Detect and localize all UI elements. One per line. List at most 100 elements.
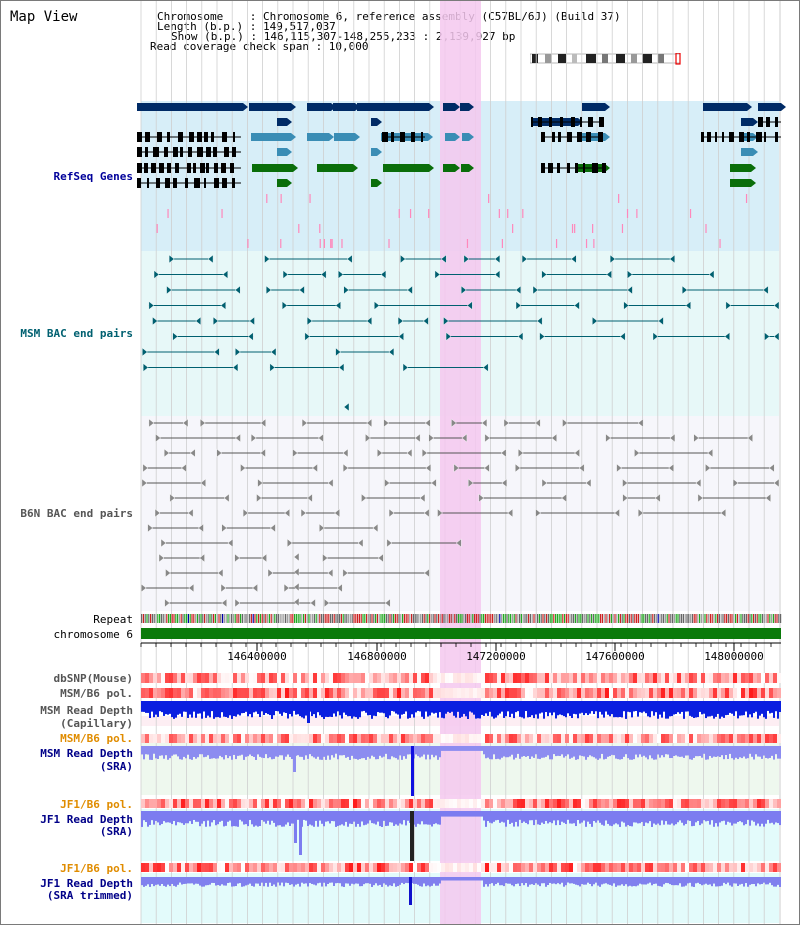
- depth-bar: [237, 746, 239, 756]
- heat-cell: [153, 799, 157, 808]
- repeat-element: [565, 614, 567, 623]
- heat-cell: [761, 673, 765, 683]
- bac-end-marker: [518, 448, 524, 458]
- depth-bar: [169, 746, 171, 759]
- heat-cell: [689, 734, 693, 743]
- depth-bar: [449, 701, 451, 713]
- depth-bar: [523, 877, 525, 886]
- gene-exon: [232, 147, 236, 157]
- gene-exon: [213, 147, 217, 157]
- depth-spike: [294, 811, 297, 843]
- depth-bar: [429, 877, 431, 887]
- repeat-track: [141, 614, 782, 623]
- heat-cell: [765, 799, 769, 808]
- depth-bar: [477, 877, 479, 881]
- depth-bar: [315, 877, 317, 886]
- depth-bar: [589, 701, 591, 714]
- depth-bar: [689, 746, 691, 760]
- heat-cell: [149, 799, 153, 808]
- depth-bar: [281, 811, 283, 827]
- label-msm-bac[interactable]: MSM BAC end pairs: [20, 327, 133, 340]
- depth-bar: [269, 701, 271, 716]
- repeat-element: [274, 614, 276, 623]
- bac-end-marker: [301, 418, 308, 428]
- heat-cell: [649, 799, 653, 808]
- heat-cell: [317, 673, 321, 683]
- repeat-element: [290, 614, 292, 623]
- depth-bar: [359, 811, 361, 827]
- heat-cell: [649, 863, 653, 872]
- label-refseq-genes[interactable]: RefSeq Genes: [53, 170, 133, 183]
- heat-cell: [493, 688, 497, 698]
- heat-cell: [553, 734, 557, 743]
- depth-bar: [167, 877, 169, 885]
- chromosome-ideogram[interactable]: [530, 53, 682, 65]
- depth-bar: [549, 877, 551, 883]
- depth-bar: [223, 811, 225, 827]
- depth-bar: [433, 811, 435, 825]
- heat-cell: [237, 799, 241, 808]
- heat-cell: [277, 799, 281, 808]
- depth-bar: [699, 746, 701, 756]
- repeat-element: [576, 614, 578, 623]
- bac-end-marker: [164, 598, 171, 608]
- repeat-element: [355, 614, 357, 623]
- gene-fragment: [745, 194, 748, 203]
- bac-end-marker: [270, 523, 276, 533]
- repeat-element: [380, 614, 382, 623]
- depth-bar: [739, 746, 741, 758]
- heat-cell: [637, 863, 641, 872]
- depth-bar: [639, 746, 641, 755]
- depth-bar: [343, 746, 345, 756]
- depth-bar: [497, 877, 499, 883]
- repeat-element: [681, 614, 683, 623]
- gene-fragment: [621, 224, 624, 233]
- heat-cell: [265, 673, 269, 683]
- depth-bar: [231, 877, 233, 887]
- heat-cell: [749, 799, 753, 808]
- bac-end-marker: [166, 285, 172, 295]
- repeat-element: [402, 614, 404, 623]
- bac-end-marker: [234, 285, 241, 295]
- heat-cell: [525, 734, 529, 743]
- depth-bar: [249, 877, 251, 884]
- repeat-element: [281, 614, 283, 623]
- depth-bar: [627, 701, 629, 712]
- heat-cell: [329, 799, 333, 808]
- heat-cell: [661, 734, 665, 743]
- depth-bar: [427, 877, 429, 886]
- depth-bar: [157, 811, 159, 823]
- depth-bar: [459, 811, 461, 817]
- repeat-element: [553, 614, 555, 623]
- repeat-element: [654, 614, 656, 623]
- depth-bar: [759, 811, 761, 827]
- bac-end-marker: [213, 347, 220, 357]
- depth-bar: [439, 877, 441, 884]
- heat-cell: [413, 863, 417, 872]
- depth-bar: [655, 811, 657, 825]
- heat-cell: [313, 863, 317, 872]
- heat-cell: [369, 734, 373, 743]
- gene-fragment: [636, 209, 638, 218]
- bac-end-marker: [773, 301, 780, 310]
- bac-end-marker: [437, 508, 443, 518]
- repeat-element: [141, 614, 143, 623]
- repeat-element: [742, 614, 744, 623]
- depth-bar: [351, 746, 353, 756]
- repeat-element: [574, 614, 576, 623]
- bac-end-marker: [478, 493, 485, 503]
- depth-bar: [315, 701, 317, 718]
- depth-bar: [739, 877, 741, 885]
- heat-cell: [429, 688, 433, 698]
- depth-bar: [221, 701, 223, 713]
- repeat-element: [616, 614, 618, 623]
- repeat-element: [295, 614, 297, 623]
- bac-end-marker: [428, 433, 435, 443]
- heat-cell: [257, 673, 261, 683]
- label-b6n-bac[interactable]: B6N BAC end pairs: [20, 507, 133, 520]
- heat-cell: [749, 688, 753, 698]
- heat-cell: [553, 799, 557, 808]
- gene-exon: [571, 117, 575, 127]
- heat-cell: [297, 863, 301, 872]
